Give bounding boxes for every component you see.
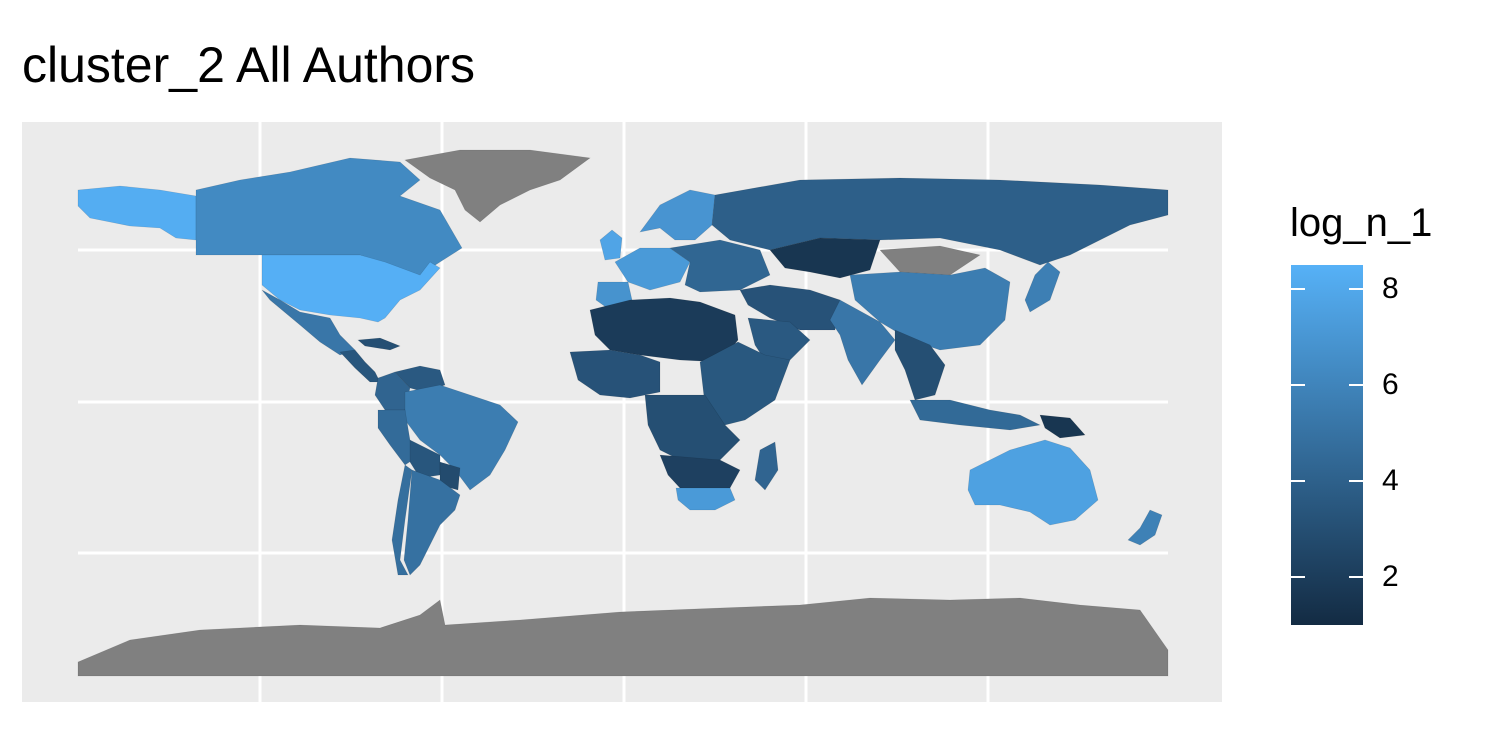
region-mongolia (879, 245, 981, 276)
region-antarctica (77, 597, 1169, 677)
region-madagascar (754, 441, 779, 491)
region-australia (967, 439, 1099, 526)
region-greenland (404, 149, 591, 223)
legend-tick-label: 8 (1382, 272, 1399, 305)
region-paraguay (439, 461, 461, 491)
legend-colorbar (1291, 265, 1363, 625)
region-argentina (403, 469, 461, 576)
region-united-states (261, 254, 441, 323)
region-papua-new-guinea (1039, 414, 1086, 439)
legend-tick-label: 2 (1382, 560, 1399, 593)
region-south-africa (675, 487, 736, 511)
legend-tick-label: 4 (1382, 464, 1399, 497)
legend-ticks (1291, 288, 1363, 578)
region-indonesia (909, 399, 1041, 431)
region-central-america (339, 349, 381, 383)
region-china (849, 267, 1011, 351)
chart-title: cluster_2 All Authors (22, 37, 476, 93)
region-southeast-asia (894, 329, 946, 401)
region-west-africa (569, 349, 661, 399)
region-cuba (357, 337, 401, 351)
region-alaska (77, 185, 197, 241)
legend-title: log_n_1 (1290, 201, 1433, 245)
legend-tick-label: 6 (1382, 368, 1399, 401)
region-kazakhstan (769, 237, 881, 279)
region-middle-east (739, 284, 841, 331)
region-india (829, 299, 896, 386)
region-japan (1024, 261, 1061, 313)
region-chile (391, 464, 413, 576)
country-regions (77, 149, 1169, 677)
region-new-zealand (1127, 509, 1163, 546)
region-brazil (404, 384, 519, 491)
region-western-europe (614, 247, 691, 291)
region-united-kingdom (599, 229, 623, 261)
